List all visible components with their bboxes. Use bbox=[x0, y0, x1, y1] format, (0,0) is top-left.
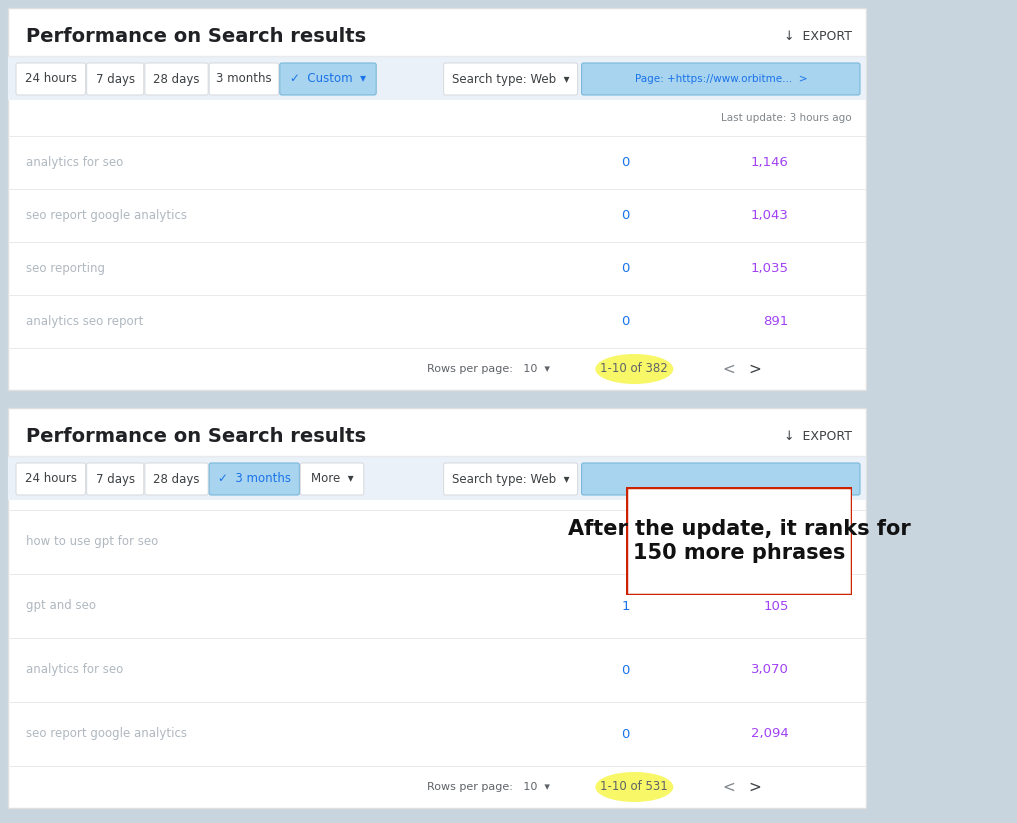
Text: More  ▾: More ▾ bbox=[311, 472, 354, 486]
Text: ✓  3 months: ✓ 3 months bbox=[218, 472, 291, 486]
Text: seo report google analytics: seo report google analytics bbox=[26, 728, 187, 741]
Text: 0: 0 bbox=[621, 315, 630, 328]
Text: Search type: Web  ▾: Search type: Web ▾ bbox=[452, 72, 570, 86]
Text: After the update, it ranks for
150 more phrases: After the update, it ranks for 150 more … bbox=[567, 519, 910, 563]
Text: 1,043: 1,043 bbox=[751, 209, 789, 222]
Text: 7 days: 7 days bbox=[96, 72, 135, 86]
Text: <: < bbox=[722, 779, 735, 794]
Text: 891: 891 bbox=[764, 315, 789, 328]
Text: 28 days: 28 days bbox=[154, 72, 199, 86]
Text: <: < bbox=[722, 361, 735, 376]
Text: 1,035: 1,035 bbox=[751, 262, 789, 275]
Text: 3,070: 3,070 bbox=[751, 663, 789, 677]
Text: gpt and seo: gpt and seo bbox=[26, 599, 96, 612]
FancyBboxPatch shape bbox=[280, 63, 376, 95]
Text: analytics seo report: analytics seo report bbox=[26, 315, 143, 328]
Text: >: > bbox=[749, 361, 761, 376]
FancyBboxPatch shape bbox=[443, 63, 578, 95]
Text: 7 days: 7 days bbox=[96, 472, 135, 486]
Text: 1,146: 1,146 bbox=[751, 156, 789, 169]
FancyBboxPatch shape bbox=[144, 63, 208, 95]
FancyBboxPatch shape bbox=[8, 408, 866, 808]
FancyBboxPatch shape bbox=[16, 63, 85, 95]
Text: >: > bbox=[749, 779, 761, 794]
FancyBboxPatch shape bbox=[86, 463, 143, 495]
Text: how to use gpt for seo: how to use gpt for seo bbox=[26, 536, 159, 548]
Text: Performance on Search results: Performance on Search results bbox=[26, 26, 366, 45]
Text: seo reporting: seo reporting bbox=[26, 262, 105, 275]
Text: ↓  EXPORT: ↓ EXPORT bbox=[784, 430, 852, 443]
Text: Rows per page:   10  ▾: Rows per page: 10 ▾ bbox=[427, 364, 550, 374]
Text: 0: 0 bbox=[621, 156, 630, 169]
FancyBboxPatch shape bbox=[8, 56, 866, 100]
Text: analytics for seo: analytics for seo bbox=[26, 156, 123, 169]
FancyBboxPatch shape bbox=[86, 63, 143, 95]
Text: 2,094: 2,094 bbox=[751, 728, 789, 741]
Text: 0: 0 bbox=[621, 209, 630, 222]
FancyBboxPatch shape bbox=[443, 463, 578, 495]
Text: ↓  EXPORT: ↓ EXPORT bbox=[784, 30, 852, 43]
Text: 0: 0 bbox=[621, 663, 630, 677]
Text: Search type: Web  ▾: Search type: Web ▾ bbox=[452, 472, 570, 486]
FancyBboxPatch shape bbox=[16, 463, 85, 495]
FancyBboxPatch shape bbox=[626, 487, 852, 595]
Text: seo report google analytics: seo report google analytics bbox=[26, 209, 187, 222]
Text: 0: 0 bbox=[621, 728, 630, 741]
Text: Performance on Search results: Performance on Search results bbox=[26, 426, 366, 445]
Text: 1-10 of 382: 1-10 of 382 bbox=[600, 362, 668, 375]
Text: 28 days: 28 days bbox=[154, 472, 199, 486]
Text: Rows per page:   10  ▾: Rows per page: 10 ▾ bbox=[427, 782, 550, 792]
Text: ✓  Custom  ▾: ✓ Custom ▾ bbox=[290, 72, 366, 86]
Text: Last update: 3 hours ago: Last update: 3 hours ago bbox=[721, 113, 852, 123]
Text: 3 months: 3 months bbox=[217, 72, 272, 86]
Text: 1: 1 bbox=[621, 599, 630, 612]
Text: 24 hours: 24 hours bbox=[24, 472, 77, 486]
Text: 24 hours: 24 hours bbox=[24, 72, 77, 86]
Text: 105: 105 bbox=[764, 599, 789, 612]
Text: Page: +https://www.orbitme...  >: Page: +https://www.orbitme... > bbox=[635, 74, 807, 84]
FancyBboxPatch shape bbox=[210, 63, 279, 95]
FancyBboxPatch shape bbox=[144, 463, 208, 495]
Ellipse shape bbox=[595, 772, 673, 802]
FancyBboxPatch shape bbox=[300, 463, 364, 495]
Ellipse shape bbox=[595, 354, 673, 384]
FancyBboxPatch shape bbox=[8, 8, 866, 390]
FancyBboxPatch shape bbox=[210, 463, 299, 495]
Text: 0: 0 bbox=[621, 262, 630, 275]
FancyBboxPatch shape bbox=[8, 456, 866, 500]
Text: analytics for seo: analytics for seo bbox=[26, 663, 123, 677]
Text: 1-10 of 531: 1-10 of 531 bbox=[600, 780, 668, 793]
FancyBboxPatch shape bbox=[582, 463, 860, 495]
FancyBboxPatch shape bbox=[582, 63, 860, 95]
